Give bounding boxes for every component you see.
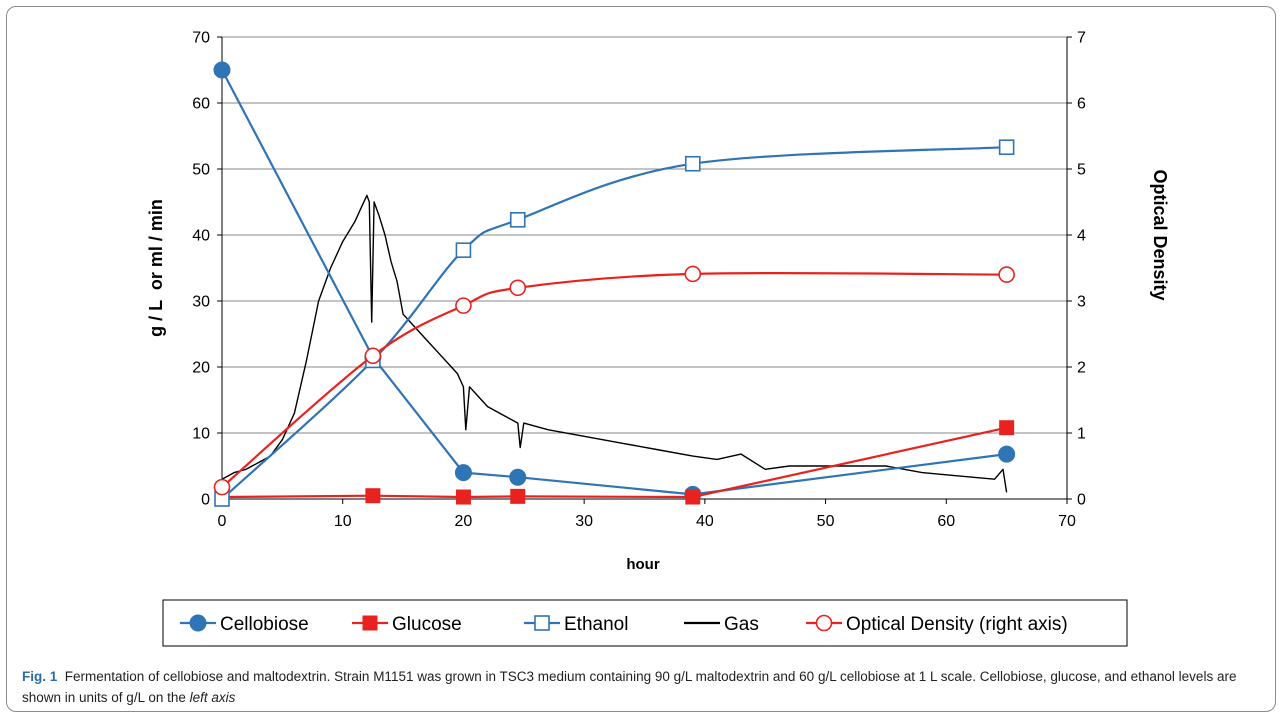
x-tick-label: 20 [455,513,473,530]
y-tick-label-right: 3 [1077,294,1086,311]
data-point-optical-density-right-axis [998,266,1015,283]
axes [217,36,1072,504]
figure-frame [6,6,1276,712]
data-point-glucose [510,488,526,504]
legend-swatch-marker [534,615,550,631]
y-tick-label-left: 20 [192,360,210,377]
x-tick-label: 50 [817,513,835,530]
legend-item-ethanol: Ethanol [524,614,628,635]
data-point-ethanol [455,242,472,258]
y-tick-label-left: 60 [192,96,210,113]
legend: Cellobiose Glucose Ethanol Gas Optical Densi… [162,599,1128,647]
x-tick-label: 70 [1058,513,1076,530]
data-point-glucose [685,489,701,505]
series-line-ethanol [221,146,1007,500]
data-point-glucose [999,420,1015,436]
data-point-optical-density-right-axis [509,279,527,297]
y-axis-label-left: g / L or ml / min [146,199,166,337]
y-tick-label-left: 30 [192,294,210,311]
legend-label: Cellobiose [220,614,309,635]
y-tick-label-right: 6 [1077,96,1086,113]
legend-swatch-marker [189,614,207,632]
data-point-glucose [455,489,471,505]
series-ethanol [214,139,1015,507]
data-point-ethanol [998,139,1015,156]
caption-italic-text: left axis [189,690,236,705]
legend-swatch-marker [815,614,833,632]
data-point-optical-density-right-axis [364,347,382,365]
series-layer [213,61,1016,507]
legend-label: Optical Density (right axis) [846,614,1068,635]
series-line-optical-density-right-axis [221,271,1007,488]
data-point-cellobiose [454,464,472,482]
gridlines [222,36,1067,434]
y-tick-label-right: 4 [1077,228,1086,245]
y-tick-label-left: 70 [192,30,210,47]
y-tick-label-right: 0 [1077,492,1086,509]
data-point-cellobiose [509,468,527,486]
y-axis-label-right: Optical Density [1150,169,1170,300]
series-line-glucose [221,426,1007,499]
data-point-cellobiose [213,61,231,79]
y-tick-label-right: 2 [1077,360,1086,377]
data-point-optical-density-right-axis [684,265,702,283]
legend-swatch-marker [362,615,378,631]
data-point-cellobiose [998,445,1016,463]
x-tick-label: 30 [575,513,593,530]
caption-label: Fig. 1 [22,669,58,684]
legend-item-gas: Gas [684,614,759,635]
x-tick-label: 40 [696,513,714,530]
data-point-optical-density-right-axis [455,297,472,314]
legend-box [162,599,1128,647]
y-tick-label-left: 0 [201,492,210,509]
y-tick-label-left: 50 [192,162,210,179]
y-tick-label-right: 7 [1077,30,1086,47]
y-tick-label-left: 40 [192,228,210,245]
series-line-cellobiose [221,69,1007,496]
x-axis-label: hour [626,556,659,573]
figure-caption: Fig. 1 Fermentation of cellobiose and ma… [22,666,1262,708]
legend-label: Ethanol [564,614,628,635]
legend-item-cellobiose: Cellobiose [180,614,309,635]
y-tick-label-right: 1 [1077,426,1086,443]
caption-text: Fermentation of cellobiose and maltodext… [22,669,1237,705]
data-point-ethanol [684,155,701,172]
data-point-ethanol [509,212,526,228]
series-cellobiose [213,61,1016,503]
x-tick-label: 10 [334,513,352,530]
series-gas [221,194,1008,493]
legend-label: Glucose [392,614,462,635]
data-point-glucose [365,488,381,504]
y-tick-label-right: 5 [1077,162,1086,179]
y-tick-label-left: 10 [192,426,210,443]
x-tick-label: 0 [218,513,227,530]
legend-label: Gas [724,614,759,635]
legend-item-optical-density-right-axis: Optical Density (right axis) [806,614,1068,635]
x-tick-label: 60 [937,513,955,530]
legend-item-glucose: Glucose [352,614,462,635]
data-point-optical-density-right-axis [213,478,231,496]
series-line-gas [221,194,1008,493]
series-optical-density-right-axis [213,265,1015,496]
